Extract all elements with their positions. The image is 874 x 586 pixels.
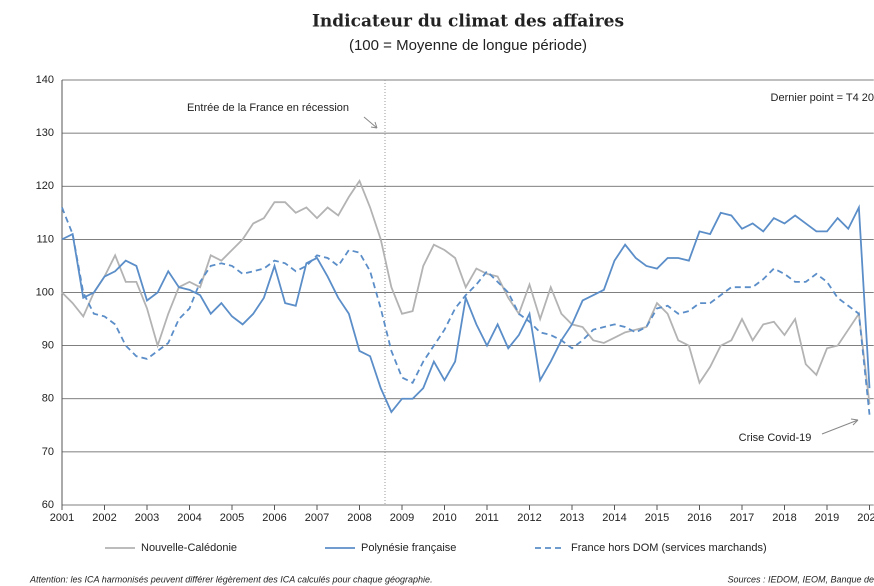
x-tick-label: 2008 — [347, 512, 371, 524]
x-tick-label: 2007 — [305, 512, 329, 524]
x-tick-label: 2006 — [262, 512, 286, 524]
x-tick-label: 2009 — [390, 512, 414, 524]
x-tick-label: 2013 — [560, 512, 584, 524]
x-tick-label: 2003 — [135, 512, 159, 524]
x-tick-label: 2020 — [857, 512, 874, 524]
x-tick-label: 2017 — [730, 512, 754, 524]
x-tick-label: 2014 — [602, 512, 626, 524]
x-tick-label: 2012 — [517, 512, 541, 524]
covid-label: Crise Covid-19 — [739, 432, 812, 444]
x-tick-label: 2005 — [220, 512, 244, 524]
x-tick-label: 2010 — [432, 512, 456, 524]
corner-note: Dernier point = T4 20 — [771, 92, 874, 104]
source: Sources : IEDOM, IEOM, Banque de — [727, 574, 874, 584]
y-tick-label: 70 — [42, 446, 54, 458]
x-tick-label: 2002 — [92, 512, 116, 524]
x-tick-label: 2018 — [772, 512, 796, 524]
covid-arrow — [821, 418, 859, 435]
x-tick-label: 2015 — [645, 512, 669, 524]
legend-label: France hors DOM (services marchands) — [571, 542, 767, 554]
recession-arrow — [363, 116, 378, 129]
chart-subtitle: (100 = Moyenne de longue période) — [349, 37, 587, 54]
y-tick-label: 140 — [36, 74, 54, 86]
y-tick-label: 110 — [36, 233, 54, 245]
series-line — [61, 179, 871, 405]
y-tick-label: 80 — [42, 393, 54, 405]
x-tick-label: 2004 — [177, 512, 201, 524]
x-tick-label: 2019 — [815, 512, 839, 524]
chart-title: Indicateur du climat des affaires — [312, 12, 624, 32]
y-tick-label: 60 — [42, 499, 54, 511]
legend-label: Nouvelle-Calédonie — [141, 542, 237, 554]
recession-label: Entrée de la France en récession — [187, 102, 349, 114]
y-tick-label: 90 — [42, 340, 54, 352]
y-tick-label: 130 — [36, 127, 54, 139]
y-tick-label: 100 — [36, 286, 54, 298]
x-tick-label: 2016 — [687, 512, 711, 524]
series-line — [61, 204, 871, 414]
legend-label: Polynésie française — [361, 542, 456, 554]
footnote: Attention: les ICA harmonisés peuvent di… — [29, 574, 433, 584]
y-tick-label: 120 — [36, 180, 54, 192]
x-tick-label: 2001 — [50, 512, 74, 524]
x-tick-label: 2011 — [475, 512, 499, 524]
series-line — [61, 207, 871, 415]
